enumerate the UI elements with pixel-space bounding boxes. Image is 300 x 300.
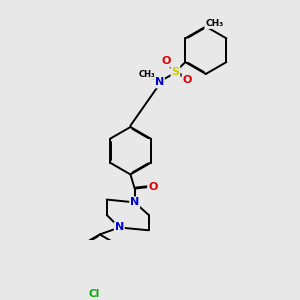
Text: CH₃: CH₃ xyxy=(205,19,223,28)
Text: S: S xyxy=(172,67,179,77)
Text: N: N xyxy=(155,77,164,88)
Text: Cl: Cl xyxy=(88,289,100,298)
Text: O: O xyxy=(182,75,192,85)
Text: O: O xyxy=(148,182,158,192)
Text: CH₃: CH₃ xyxy=(138,70,155,79)
Text: N: N xyxy=(130,197,139,207)
Text: N: N xyxy=(115,223,124,232)
Text: O: O xyxy=(162,56,171,66)
